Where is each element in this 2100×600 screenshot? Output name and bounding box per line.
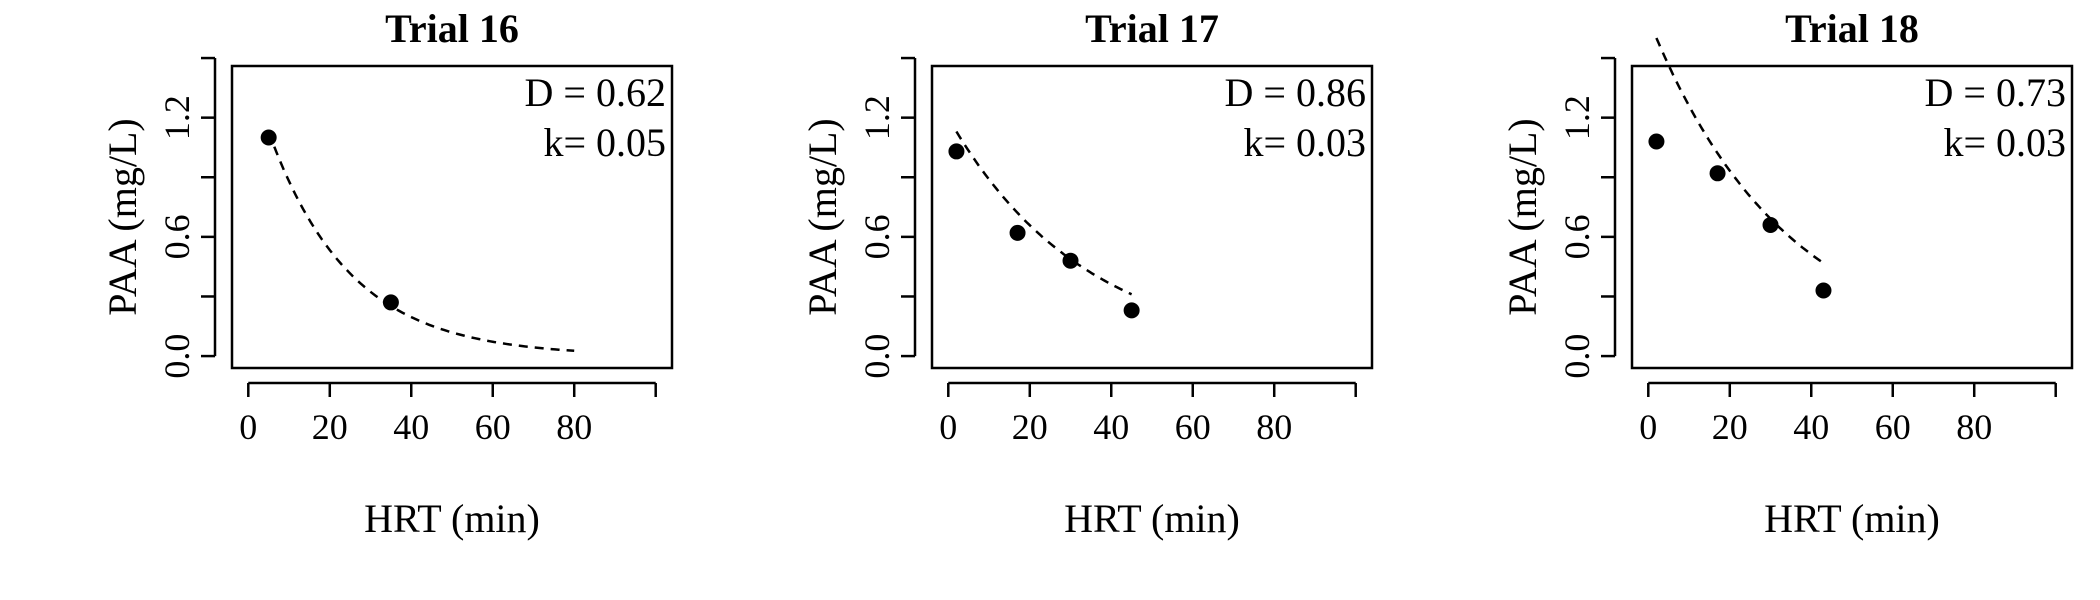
y-tick-label: 1.2 xyxy=(1557,95,1597,140)
annotation-k-value: k= 0.03 xyxy=(1243,120,1366,165)
data-point xyxy=(948,143,965,160)
chart-panel-3: Trial 18 0 20 40 60 80 HRT (min) 0.0 0.6 1.2 PAA (… xyxy=(1500,6,2074,541)
plot-frame xyxy=(230,64,674,370)
x-tick-label: 20 xyxy=(1712,407,1748,447)
x-tick-label: 40 xyxy=(1793,407,1829,447)
chart-title: Trial 17 xyxy=(1085,6,1219,51)
data-point xyxy=(1762,216,1779,233)
data-point xyxy=(382,294,399,311)
plot-frame xyxy=(1630,64,2074,370)
x-tick-label: 20 xyxy=(1012,407,1048,447)
chart-panel-1: Trial 16 0 20 40 60 80 HRT (min) 0.0 0.6 1.2 PAA (… xyxy=(100,6,674,541)
x-tick-label: 20 xyxy=(312,407,348,447)
y-tick-label: 1.2 xyxy=(857,95,897,140)
y-axis-label: PAA (mg/L) xyxy=(1500,118,1545,315)
chart-title: Trial 18 xyxy=(1785,6,1919,51)
y-tick-label: 0.6 xyxy=(857,214,897,259)
x-tick-label: 80 xyxy=(1956,407,1992,447)
y-tick-label: 1.2 xyxy=(157,95,197,140)
x-tick-label: 0 xyxy=(1639,407,1657,447)
x-tick-label: 40 xyxy=(1093,407,1129,447)
fit-curve xyxy=(1655,37,1825,265)
data-point xyxy=(1009,224,1026,241)
y-tick-label: 0.0 xyxy=(157,334,197,379)
x-axis-label: HRT (min) xyxy=(1764,496,1940,541)
fit-curve xyxy=(955,130,1133,296)
annotation-k-value: k= 0.05 xyxy=(543,120,666,165)
chart-panel-2: Trial 17 0 20 40 60 80 HRT (min) 0.0 0.6 1.2 PAA (… xyxy=(800,6,1374,541)
y-tick-label: 0.6 xyxy=(157,214,197,259)
annotation-k-value: k= 0.03 xyxy=(1943,120,2066,165)
x-tick-label: 80 xyxy=(1256,407,1292,447)
x-axis-label: HRT (min) xyxy=(364,496,540,541)
y-axis-label: PAA (mg/L) xyxy=(800,118,845,315)
chart-title: Trial 16 xyxy=(385,6,519,51)
x-tick-label: 60 xyxy=(1875,407,1911,447)
x-tick-label: 80 xyxy=(556,407,592,447)
y-tick-label: 0.0 xyxy=(1557,334,1597,379)
data-point xyxy=(1648,133,1665,150)
data-point xyxy=(1123,302,1140,319)
annotation-d-value: D = 0.86 xyxy=(1225,70,1366,115)
y-axis-label: PAA (mg/L) xyxy=(100,118,145,315)
data-point xyxy=(1062,252,1079,269)
data-point xyxy=(1815,282,1832,299)
plot-frame xyxy=(930,64,1374,370)
x-axis-label: HRT (min) xyxy=(1064,496,1240,541)
x-tick-label: 60 xyxy=(1175,407,1211,447)
y-tick-label: 0.6 xyxy=(1557,214,1597,259)
x-tick-label: 0 xyxy=(239,407,257,447)
data-point xyxy=(1709,165,1726,182)
x-tick-label: 40 xyxy=(393,407,429,447)
annotation-d-value: D = 0.62 xyxy=(525,70,666,115)
data-point xyxy=(260,129,277,146)
x-tick-label: 0 xyxy=(939,407,957,447)
fit-curve xyxy=(267,131,575,353)
annotation-d-value: D = 0.73 xyxy=(1925,70,2066,115)
y-tick-label: 0.0 xyxy=(857,334,897,379)
x-tick-label: 60 xyxy=(475,407,511,447)
